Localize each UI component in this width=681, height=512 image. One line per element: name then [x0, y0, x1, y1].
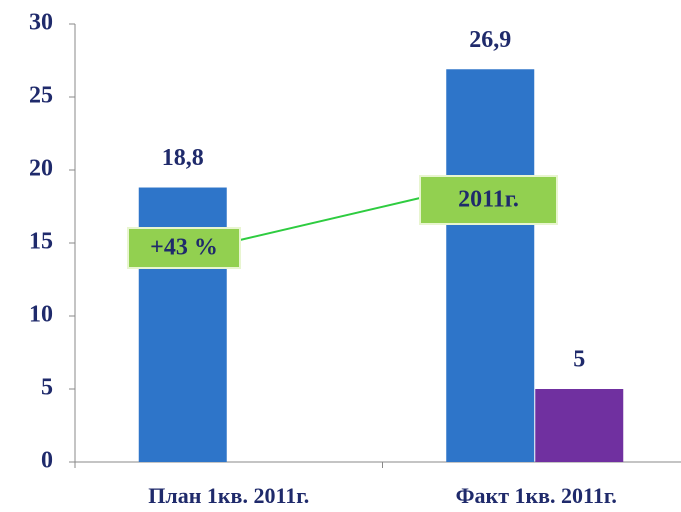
annotation: +43 % — [150, 235, 218, 261]
value-label: 5 — [573, 347, 585, 373]
connector — [239, 197, 421, 241]
y-tick-label: 0 — [41, 448, 53, 474]
value-label: 18,8 — [162, 145, 204, 171]
x-tick-label: План 1кв. 2011г. — [148, 483, 309, 508]
y-tick-label: 20 — [29, 156, 53, 182]
y-tick-label: 25 — [29, 83, 53, 109]
annotation: 2011г. — [458, 187, 519, 213]
bar — [535, 389, 624, 462]
value-label: 26,9 — [469, 27, 511, 53]
annotation-box — [127, 227, 241, 269]
y-tick-label: 15 — [29, 229, 53, 255]
annotation-box — [419, 175, 558, 225]
bar — [446, 69, 535, 462]
x-tick-label: Факт 1кв. 2011г. — [456, 483, 617, 508]
y-tick-label: 5 — [41, 375, 53, 401]
y-tick-label: 30 — [29, 10, 53, 36]
y-tick-label: 10 — [29, 302, 53, 328]
